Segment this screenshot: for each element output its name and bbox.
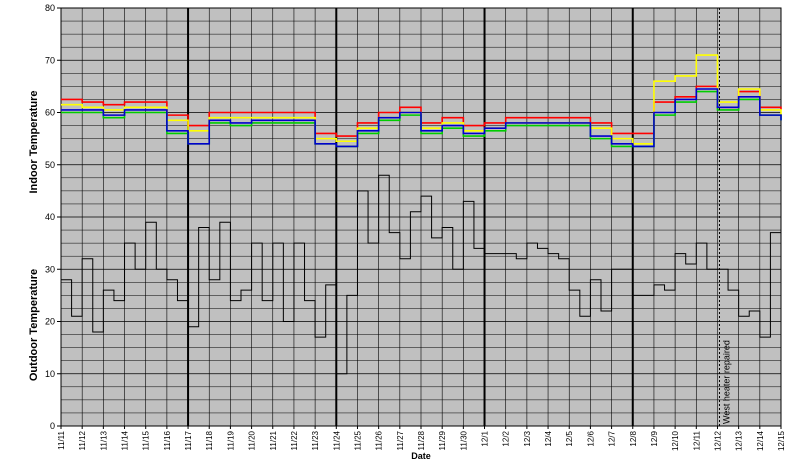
x-tick-label: 11/23 xyxy=(311,430,320,450)
x-tick-label: 12/12 xyxy=(713,430,722,451)
annotation-layer: West heater repaired xyxy=(718,8,731,426)
x-tick-label: 11/19 xyxy=(226,430,235,450)
x-tick-label: 12/8 xyxy=(629,430,638,446)
x-tick-label: 11/18 xyxy=(205,430,214,450)
x-tick-label: 12/2 xyxy=(502,430,511,446)
x-tick-label: 11/20 xyxy=(248,430,257,450)
x-tick-label: 11/13 xyxy=(99,430,108,450)
series-line-4 xyxy=(61,88,782,148)
x-tick-label: 11/21 xyxy=(269,430,278,450)
x-axis: 11/11 11/12 11/13 11/14 11/15 11/16 11/17 11/18… xyxy=(57,426,786,451)
x-tick-label: 11/27 xyxy=(396,430,405,450)
x-tick-label: 11/12 xyxy=(78,430,87,450)
x-tick-label: 11/14 xyxy=(121,430,130,450)
y-axis-title-outdoor: Outdoor Temperature xyxy=(28,269,40,381)
x-tick-label: 12/7 xyxy=(608,430,617,446)
y-axis-title-indoor: Indoor Temperature xyxy=(28,90,40,193)
x-tick-label: 11/22 xyxy=(290,430,299,450)
x-tick-label: 12/11 xyxy=(692,430,701,450)
y-tick-label: 30 xyxy=(45,264,55,274)
series-line-1 xyxy=(61,85,782,137)
x-tick-label: 12/15 xyxy=(777,430,786,451)
y-axis: 0 10 20 30 40 50 60 70 80 xyxy=(45,3,61,431)
x-tick-label: 11/28 xyxy=(417,430,426,450)
x-tick-label: 11/25 xyxy=(353,430,362,450)
x-tick-label: 12/4 xyxy=(544,430,553,446)
x-tick-label: 12/9 xyxy=(650,430,659,446)
x-tick-label: 12/10 xyxy=(671,430,680,451)
x-tick-label: 11/24 xyxy=(332,430,341,450)
x-tick-label: 11/15 xyxy=(142,430,151,450)
x-tick-label: 12/3 xyxy=(523,430,532,446)
x-tick-label: 11/30 xyxy=(459,430,468,450)
x-tick-label: 12/1 xyxy=(481,430,490,446)
x-tick-label: 12/14 xyxy=(756,430,765,451)
y-tick-label: 20 xyxy=(45,317,55,327)
x-tick-label: 11/11 xyxy=(57,430,66,449)
x-tick-label: 11/17 xyxy=(184,430,193,450)
x-tick-label: 12/5 xyxy=(565,430,574,446)
x-tick-label: 12/13 xyxy=(735,430,744,451)
y-tick-label: 50 xyxy=(45,160,55,170)
x-tick-label: 12/6 xyxy=(586,430,595,446)
y-tick-label: 70 xyxy=(45,55,55,65)
annotation-label: West heater repaired xyxy=(721,340,731,424)
y-tick-label: 0 xyxy=(50,421,55,431)
series-layer xyxy=(61,54,782,375)
x-tick-label: 11/29 xyxy=(438,430,447,450)
x-tick-label: 11/16 xyxy=(163,430,172,450)
series-line-5 xyxy=(61,174,782,375)
x-tick-label: 11/26 xyxy=(375,430,384,450)
y-tick-label: 10 xyxy=(45,369,55,379)
y-tick-label: 60 xyxy=(45,108,55,118)
y-tick-label: 40 xyxy=(45,212,55,222)
y-tick-label: 80 xyxy=(45,3,55,13)
x-axis-title: Date xyxy=(411,451,431,461)
